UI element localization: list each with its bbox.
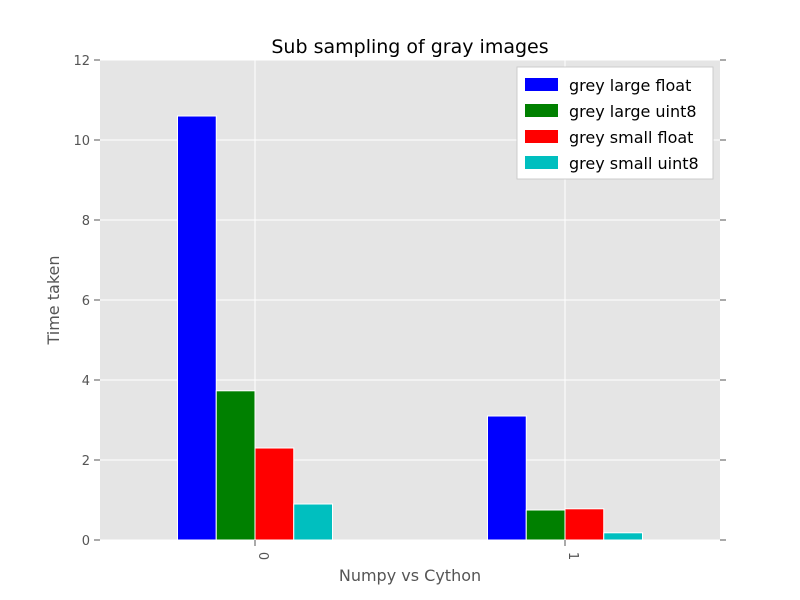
legend-swatch (525, 130, 558, 143)
x-tick-label: 1 (565, 552, 580, 560)
bar (525, 509, 566, 541)
legend-swatch (525, 104, 558, 117)
y-tick-label: 0 (82, 534, 90, 549)
chart-title: Sub sampling of gray images (271, 36, 548, 58)
x-axis-label: Numpy vs Cython (339, 566, 481, 585)
legend-label: grey large uint8 (569, 102, 697, 121)
y-tick-label: 4 (82, 374, 90, 389)
legend-label: grey small float (569, 128, 693, 147)
legend-swatch (525, 156, 558, 169)
bar (177, 115, 217, 541)
y-axis-label: Time taken (44, 256, 63, 346)
bar (487, 415, 527, 541)
x-tick-label: 0 (255, 552, 270, 560)
y-tick-label: 8 (82, 214, 90, 229)
y-tick-label: 6 (82, 294, 90, 309)
bar (603, 532, 643, 541)
bars-group (177, 115, 643, 541)
y-axis: 0 2 4 6 8 10 12 (73, 54, 726, 549)
bar (293, 503, 333, 541)
bar (564, 508, 605, 541)
legend-label: grey large float (569, 76, 691, 95)
bar (254, 447, 295, 541)
y-tick-label: 10 (73, 134, 90, 149)
legend-label: grey small uint8 (569, 154, 699, 173)
legend-swatch (525, 78, 558, 91)
legend: grey large float grey large uint8 grey sma… (516, 66, 714, 180)
bar (215, 390, 256, 541)
y-tick-label: 2 (82, 454, 90, 469)
y-tick-label: 12 (73, 54, 90, 69)
